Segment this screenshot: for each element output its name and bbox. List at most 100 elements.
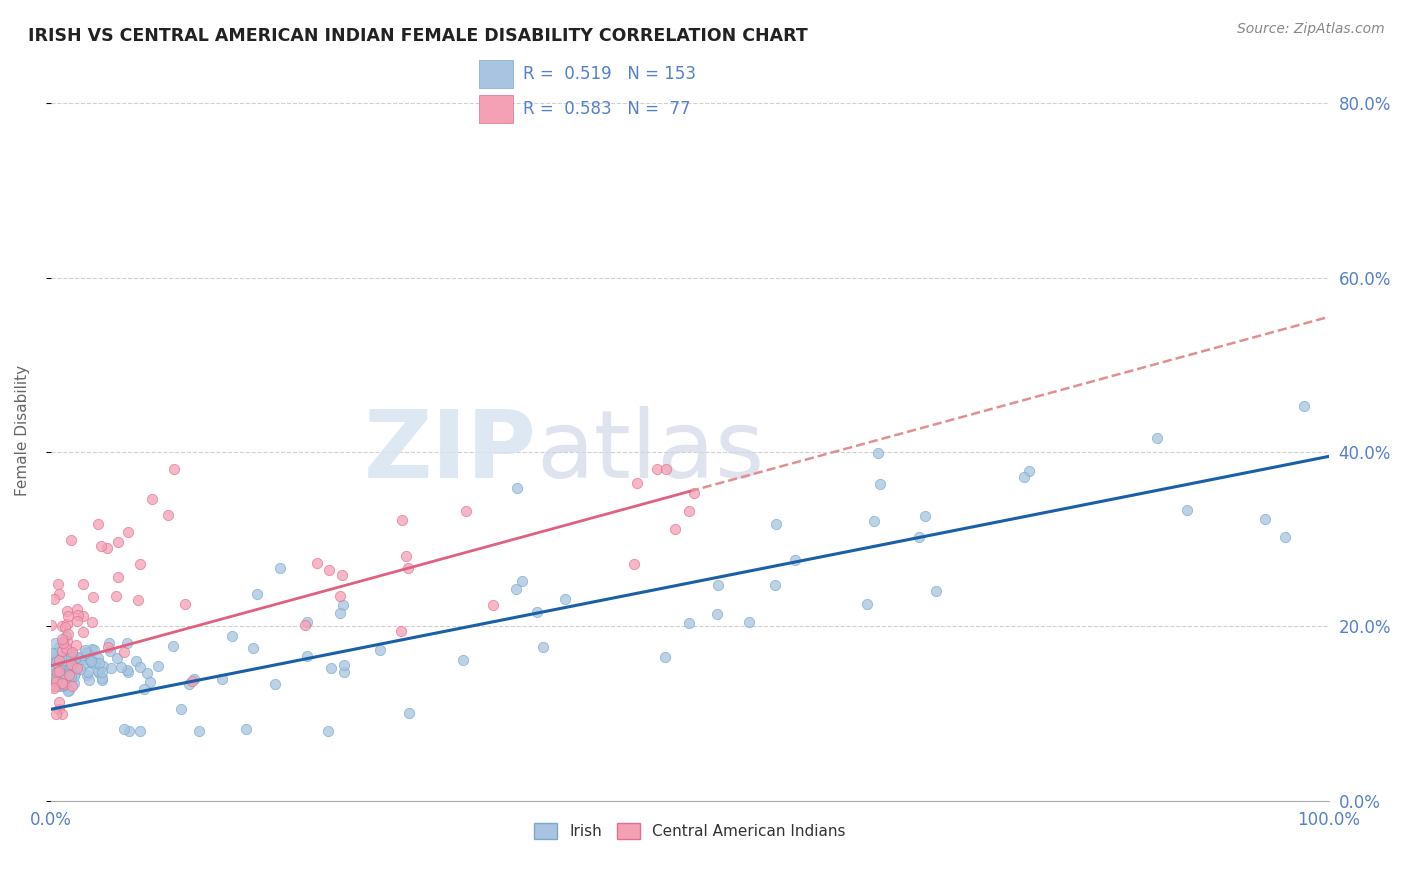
Text: atlas: atlas xyxy=(537,407,765,499)
Point xyxy=(321,661,343,675)
Point xyxy=(55,654,77,668)
Point xyxy=(56,617,79,632)
Point xyxy=(69,652,91,666)
Point xyxy=(333,657,356,672)
Point xyxy=(69,662,91,676)
Point xyxy=(914,508,936,523)
Point xyxy=(654,462,676,476)
Legend: Irish, Central American Indians: Irish, Central American Indians xyxy=(527,817,852,845)
Point xyxy=(129,724,152,739)
Point xyxy=(44,636,66,650)
Point xyxy=(55,640,77,655)
Point xyxy=(84,655,107,669)
Point xyxy=(48,670,70,684)
Point xyxy=(146,658,169,673)
Point xyxy=(678,503,700,517)
Point xyxy=(1175,503,1198,517)
Point xyxy=(60,649,83,664)
Point xyxy=(80,654,103,668)
Point xyxy=(170,701,193,715)
Point xyxy=(98,636,121,650)
Point xyxy=(855,597,877,611)
Point xyxy=(162,639,184,653)
Point xyxy=(141,492,163,507)
Point xyxy=(46,577,69,591)
Point xyxy=(60,650,83,665)
Point xyxy=(785,553,807,567)
Point xyxy=(264,677,287,691)
Point xyxy=(332,665,354,679)
Point xyxy=(1014,470,1036,484)
Point xyxy=(505,582,527,596)
Point xyxy=(58,673,80,687)
Point xyxy=(526,605,548,619)
Point xyxy=(554,591,576,606)
Point xyxy=(763,578,786,592)
Point xyxy=(76,646,98,660)
Point xyxy=(162,462,184,476)
Point xyxy=(211,673,233,687)
Point xyxy=(395,549,418,563)
Point xyxy=(75,645,97,659)
Point xyxy=(49,658,72,673)
Point xyxy=(60,645,83,659)
Y-axis label: Female Disability: Female Disability xyxy=(15,365,30,496)
Point xyxy=(83,656,105,670)
Point xyxy=(56,604,79,618)
Point xyxy=(48,653,70,667)
Point xyxy=(63,665,86,680)
Point xyxy=(59,648,82,663)
Point xyxy=(389,624,412,638)
Point xyxy=(110,660,132,674)
Point xyxy=(398,706,420,721)
Point xyxy=(645,462,668,476)
Point xyxy=(86,664,108,678)
Point xyxy=(63,669,86,683)
Point xyxy=(129,660,152,674)
Point xyxy=(55,633,77,648)
Point xyxy=(89,666,111,681)
Point xyxy=(41,677,63,691)
Point xyxy=(59,646,82,660)
Point xyxy=(87,651,110,665)
Point xyxy=(246,587,269,601)
Point xyxy=(329,606,352,620)
Point xyxy=(683,486,706,500)
Point xyxy=(52,634,75,648)
Point xyxy=(51,632,73,646)
Point xyxy=(53,648,76,663)
Point xyxy=(63,663,86,677)
Point xyxy=(46,674,69,689)
Point xyxy=(55,667,77,681)
Point xyxy=(56,666,79,681)
Point xyxy=(297,648,319,663)
Point xyxy=(117,524,139,539)
Text: R =  0.519   N = 153: R = 0.519 N = 153 xyxy=(523,65,696,83)
Point xyxy=(59,668,82,682)
Point xyxy=(139,675,162,690)
Point xyxy=(66,661,89,675)
Point xyxy=(1018,464,1040,478)
Point xyxy=(60,665,83,679)
Point xyxy=(183,672,205,686)
Text: IRISH VS CENTRAL AMERICAN INDIAN FEMALE DISABILITY CORRELATION CHART: IRISH VS CENTRAL AMERICAN INDIAN FEMALE … xyxy=(28,27,808,45)
Point xyxy=(97,640,120,655)
Point xyxy=(58,663,80,677)
Point xyxy=(49,657,72,671)
Point xyxy=(72,624,94,639)
Point xyxy=(370,642,392,657)
Point xyxy=(307,557,329,571)
Point xyxy=(42,681,65,695)
Point xyxy=(42,648,65,662)
Point xyxy=(1146,431,1168,445)
Point xyxy=(80,655,103,669)
Point xyxy=(129,557,152,571)
Point xyxy=(157,508,180,522)
Point xyxy=(60,657,83,671)
Point xyxy=(73,652,96,666)
Point xyxy=(391,513,413,527)
Point xyxy=(117,636,139,650)
Point xyxy=(87,656,110,670)
Point xyxy=(65,649,87,664)
Point xyxy=(664,522,686,536)
